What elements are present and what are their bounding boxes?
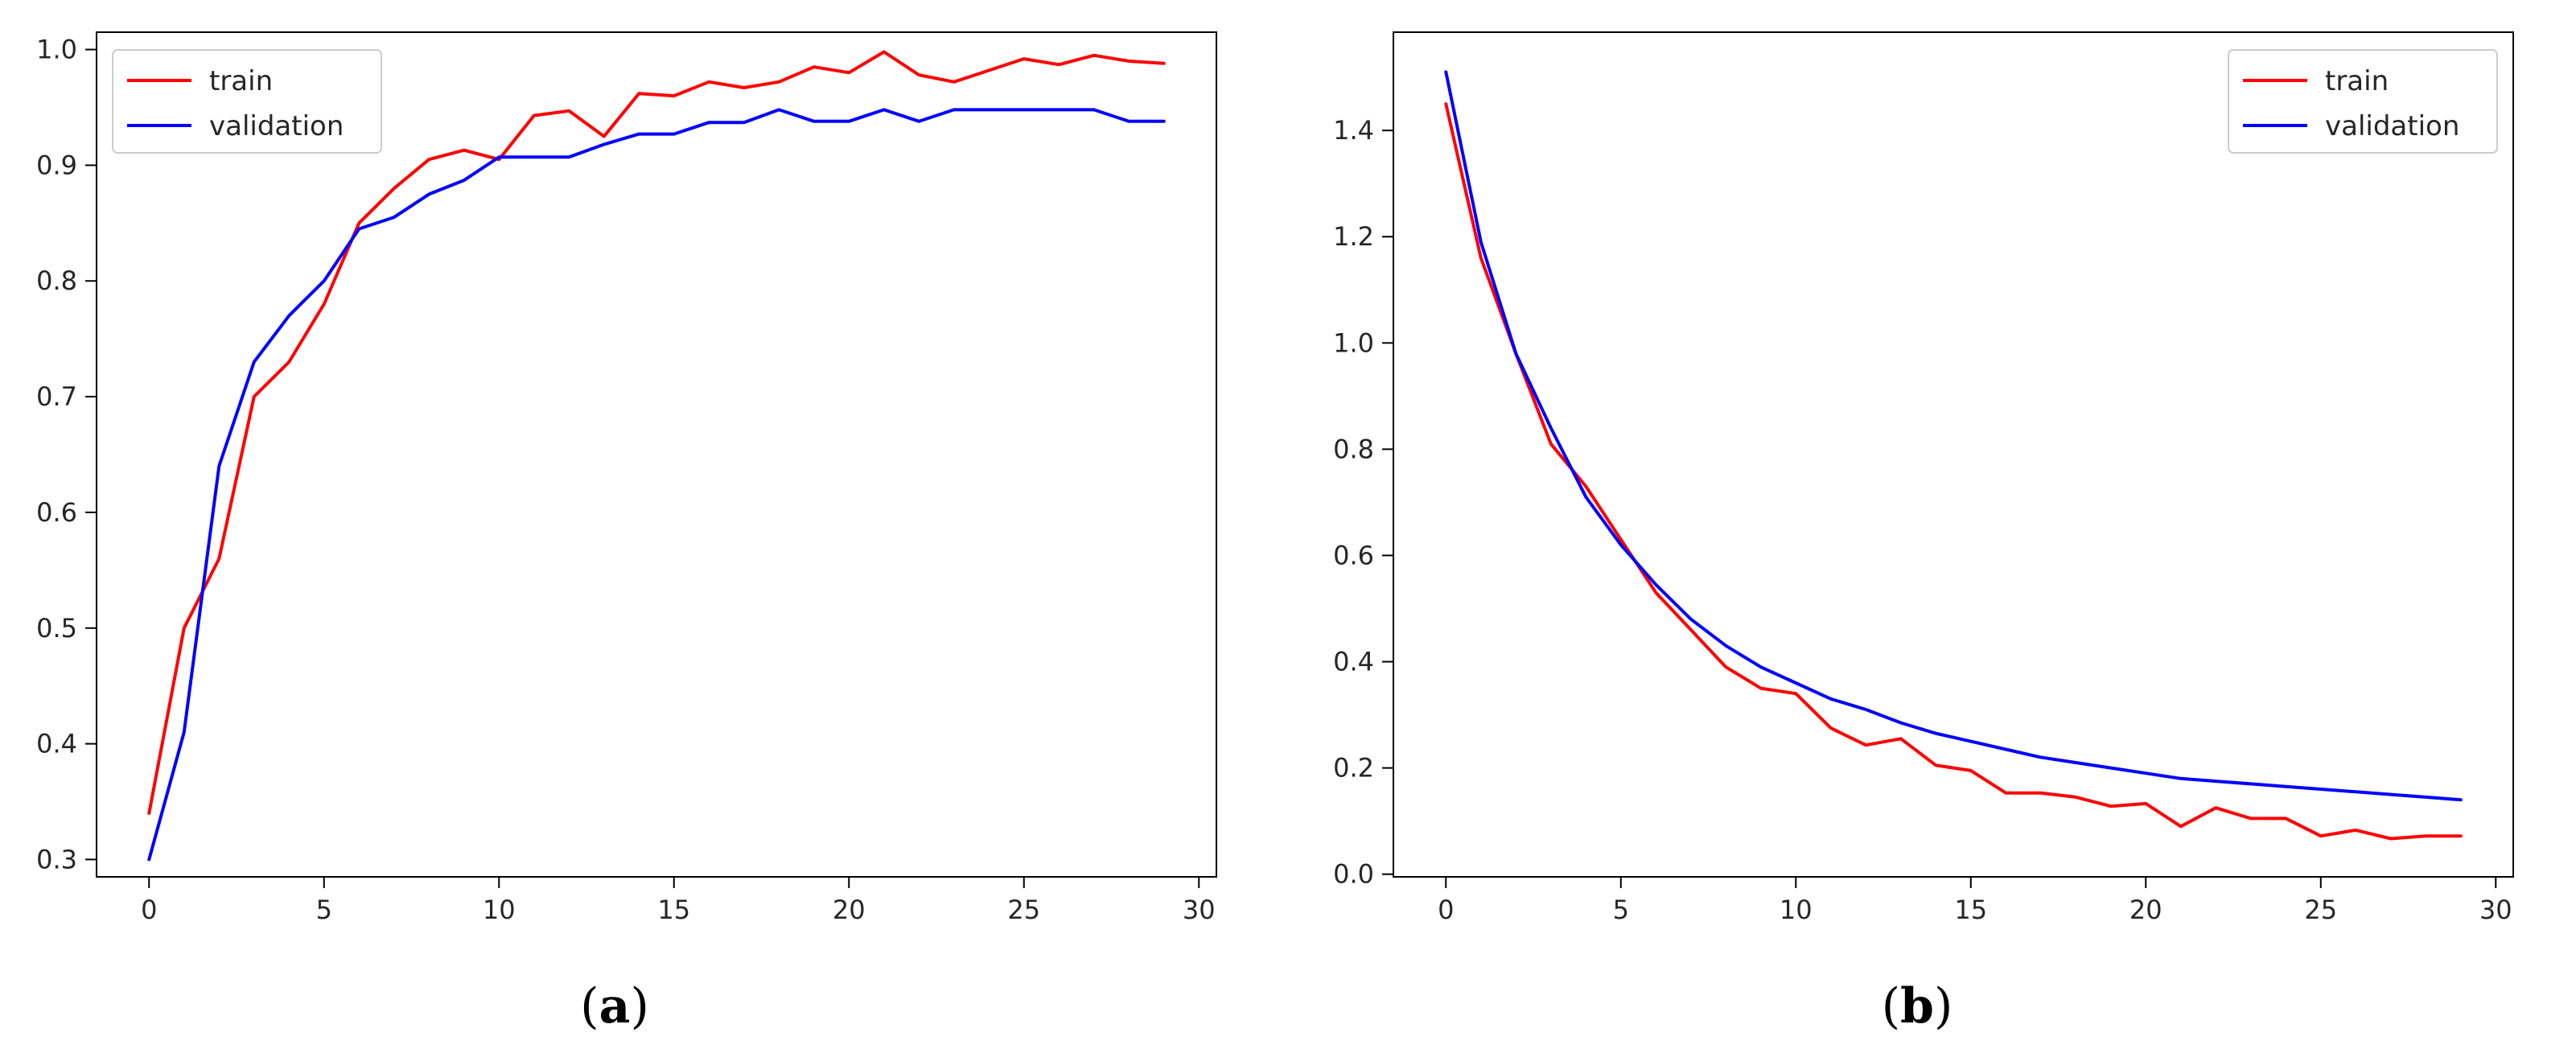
y-tick-label: 0.3: [36, 844, 77, 874]
x-tick-label: 20: [2130, 895, 2162, 925]
x-tick-label: 10: [1780, 895, 1813, 925]
chart-panel-a: 0 5 10 15 20 25 30 0.3 0.4 0.5 0.6 0.7 0.8 0.9 1.0 tra…: [36, 31, 1217, 925]
chart-panel-b: 0 5 10 15 20 25 30 0.0 0.2 0.4 0.6 0.8 1.0 1.2 1.4 tra…: [1333, 31, 2514, 925]
y-tick-label: 0.7: [36, 381, 77, 412]
x-tick-label: 0: [141, 895, 157, 925]
legend-label-train: train: [209, 65, 273, 97]
caption-open-paren: (: [580, 978, 599, 1035]
y-tick-label: 0.9: [36, 150, 77, 180]
x-tick-label: 15: [1954, 895, 1987, 925]
plot-area: [1444, 70, 2463, 841]
legend-label-train: train: [2325, 65, 2389, 97]
x-tick-label: 15: [657, 895, 690, 925]
y-tick-label: 0.4: [1333, 647, 1374, 677]
plot-area: [147, 50, 1166, 862]
panel-caption-b: (b): [1882, 978, 1953, 1035]
series-line-validation: [1444, 70, 2463, 802]
legend-label-validation: validation: [209, 110, 344, 142]
caption-close-paren: ): [630, 978, 648, 1035]
x-tick-label: 25: [2304, 895, 2337, 925]
caption-letter: a: [599, 978, 631, 1035]
y-tick-label: 0.8: [1333, 434, 1374, 464]
y-tick-label: 1.4: [1333, 115, 1374, 146]
series-line-validation: [147, 108, 1166, 862]
x-tick-label: 20: [833, 895, 866, 925]
y-tick-label: 1.0: [1333, 327, 1374, 358]
x-tick-label: 5: [1613, 895, 1629, 925]
legend: train validation: [2228, 49, 2498, 154]
legend: train validation: [112, 49, 382, 154]
y-tick-label: 0.4: [36, 729, 77, 759]
y-tick-label: 0.6: [1333, 540, 1374, 570]
x-tick-label: 25: [1007, 895, 1040, 925]
y-tick-label: 0.8: [36, 265, 77, 296]
y-tick-label: 0.5: [36, 613, 77, 644]
caption-open-paren: (: [1882, 978, 1900, 1035]
axes-frame: [96, 31, 1217, 878]
y-tick-label: 0.6: [36, 497, 77, 528]
panel-caption-a: (a): [580, 978, 649, 1035]
x-tick-label: 30: [1183, 895, 1216, 925]
y-tick-label: 1.0: [36, 35, 77, 65]
y-tick-label: 0.2: [1333, 753, 1374, 784]
tick-group: 0 5 10 15 20 25 30 0.3 0.4 0.5 0.6 0.7 0.8 0.9 1.0: [36, 35, 1216, 925]
x-tick-label: 10: [483, 895, 516, 925]
series-line-train: [147, 50, 1166, 815]
x-tick-label: 30: [2479, 895, 2512, 925]
x-tick-label: 5: [316, 895, 332, 925]
x-tick-label: 0: [1438, 895, 1454, 925]
y-tick-label: 0.0: [1333, 859, 1374, 890]
caption-letter: b: [1900, 978, 1934, 1035]
y-tick-label: 1.2: [1333, 221, 1374, 252]
caption-close-paren: ): [1934, 978, 1953, 1035]
tick-group: 0 5 10 15 20 25 30 0.0 0.2 0.4 0.6 0.8 1.0 1.2 1.4: [1333, 115, 2512, 925]
series-line-train: [1444, 102, 2463, 841]
legend-label-validation: validation: [2325, 110, 2459, 142]
